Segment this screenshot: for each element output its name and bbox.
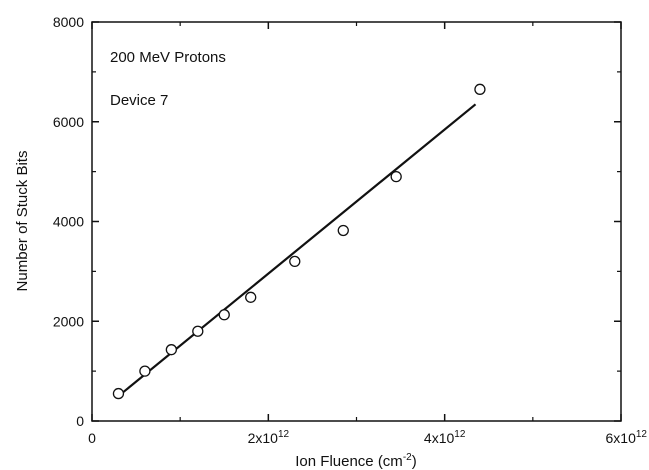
x-tick-label: 4x1012 xyxy=(424,429,466,446)
x-axis-label-base: Ion Fluence (cm xyxy=(295,453,403,470)
y-tick-label: 6000 xyxy=(53,114,84,130)
data-point xyxy=(192,325,204,337)
x-tick-labels: 0 2x1012 4x1012 6x1012 xyxy=(88,429,647,446)
data-point xyxy=(245,291,257,303)
x-tick-label: 2x1012 xyxy=(248,429,290,446)
x-axis-label-end: ) xyxy=(412,453,417,470)
x-tick-label-exponent: 12 xyxy=(636,429,648,440)
data-point xyxy=(390,170,402,183)
y-tick-labels: 0 2000 4000 6000 8000 xyxy=(53,14,84,429)
y-tick-label: 4000 xyxy=(53,214,84,230)
annotation-protons: 200 MeV Protons xyxy=(110,49,226,66)
y-tick-label: 8000 xyxy=(53,14,84,30)
data-point xyxy=(218,309,230,321)
data-point xyxy=(165,344,178,356)
y-tick-label: 2000 xyxy=(53,313,84,329)
x-axis-label: Ion Fluence (cm-2) xyxy=(295,452,416,470)
x-tick-label-exponent: 12 xyxy=(278,429,290,440)
x-axis-label-exponent: -2 xyxy=(403,452,412,463)
data-point xyxy=(337,224,349,237)
plot-frame xyxy=(91,21,622,422)
annotation-device: Device 7 xyxy=(110,92,168,109)
x-tick-label-exponent: 12 xyxy=(454,429,466,440)
x-tick-label-base: 2x10 xyxy=(248,430,279,446)
data-point xyxy=(112,387,125,400)
x-tick-label: 6x1012 xyxy=(606,429,648,446)
axis-ticks xyxy=(91,21,622,422)
data-point xyxy=(289,255,301,268)
x-tick-label-base: 0 xyxy=(88,430,96,446)
x-tick-label: 0 xyxy=(88,430,96,446)
x-tick-label-base: 4x10 xyxy=(424,430,455,446)
y-axis-label: Number of Stuck Bits xyxy=(14,151,31,292)
x-tick-label-base: 6x10 xyxy=(606,430,637,446)
y-tick-label: 0 xyxy=(76,413,84,429)
data-points xyxy=(112,83,486,400)
data-point xyxy=(139,365,151,377)
data-point xyxy=(474,83,486,95)
fit-line xyxy=(117,103,477,397)
